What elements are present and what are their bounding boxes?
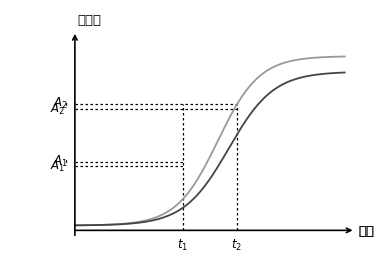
Text: $A_1$': $A_1$' <box>50 159 68 174</box>
Text: $t_2$: $t_2$ <box>231 238 242 253</box>
Text: $A_1$: $A_1$ <box>53 154 68 169</box>
Text: 荧光値: 荧光値 <box>78 14 101 27</box>
Text: $t_1$: $t_1$ <box>177 238 188 253</box>
Text: $A_2$': $A_2$' <box>50 102 68 117</box>
Text: 时间: 时间 <box>358 225 374 238</box>
Text: 时间: 时间 <box>358 225 374 238</box>
Text: $A_2$: $A_2$ <box>53 96 68 111</box>
